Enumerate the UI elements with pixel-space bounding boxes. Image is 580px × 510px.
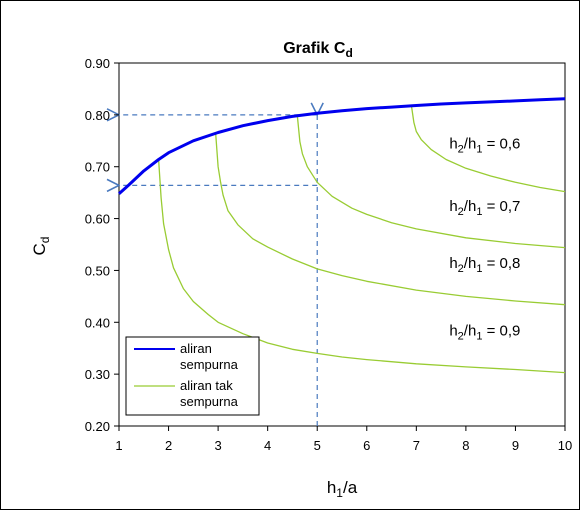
y-tick-label: 0.90 (85, 56, 110, 71)
y-tick-label: 0.80 (85, 108, 110, 123)
legend-label-aliran-sempurna-2: sempurna (180, 357, 239, 372)
x-axis-title: h1/a (327, 478, 358, 500)
legend-label-aliran-sempurna-1: aliran (180, 341, 212, 356)
x-tick-label: 1 (115, 438, 122, 453)
y-tick-label: 0.50 (85, 263, 110, 278)
curve-annotation: h2/h1 = 0,9 (449, 322, 520, 342)
x-axis-ticks: 1 2 3 4 5 6 7 8 9 10 (115, 426, 572, 453)
curve-annotation: h2/h1 = 0,6 (449, 136, 520, 156)
legend: aliran sempurna aliran tak sempurna (125, 336, 260, 416)
legend-label-aliran-tak-sempurna-1: aliran tak (180, 378, 233, 393)
x-tick-label: 3 (214, 438, 221, 453)
series-line-aliran-sempurna (118, 97, 566, 195)
x-tick-label: 9 (512, 438, 519, 453)
x-tick-label: 5 (314, 438, 321, 453)
x-tick-label: 6 (363, 438, 370, 453)
series-line-aliran-tak-sempurna (410, 105, 566, 193)
x-tick-label: 4 (264, 438, 271, 453)
y-axis-title: Cd (30, 237, 52, 256)
y-tick-label: 0.60 (85, 212, 110, 227)
chart-title: Grafik Cd (283, 40, 353, 60)
curve-annotations: h2/h1 = 0,6 h2/h1 = 0,7 h2/h1 = 0,8 h2/h1 =… (449, 136, 520, 343)
y-tick-label: 0.30 (85, 367, 110, 382)
y-axis-ticks: 0.20 0.30 0.40 0.50 0.60 0.70 0.80 0.90 (85, 56, 119, 434)
x-tick-label: 7 (413, 438, 420, 453)
curve-annotation: h2/h1 = 0,8 (449, 255, 520, 275)
x-tick-label: 10 (558, 438, 572, 453)
guide-lines (119, 115, 317, 426)
data-series (118, 97, 566, 374)
series-line-aliran-tak-sempurna (157, 159, 566, 374)
x-tick-label: 2 (165, 438, 172, 453)
legend-label-aliran-tak-sempurna-2: sempurna (180, 394, 239, 409)
series-line-aliran-tak-sempurna (214, 132, 566, 306)
y-tick-label: 0.40 (85, 315, 110, 330)
series-line-aliran-tak-sempurna (296, 116, 566, 249)
y-tick-label: 0.20 (85, 419, 110, 434)
curve-annotation: h2/h1 = 0,7 (449, 198, 520, 218)
y-tick-label: 0.70 (85, 160, 110, 175)
x-tick-label: 8 (462, 438, 469, 453)
